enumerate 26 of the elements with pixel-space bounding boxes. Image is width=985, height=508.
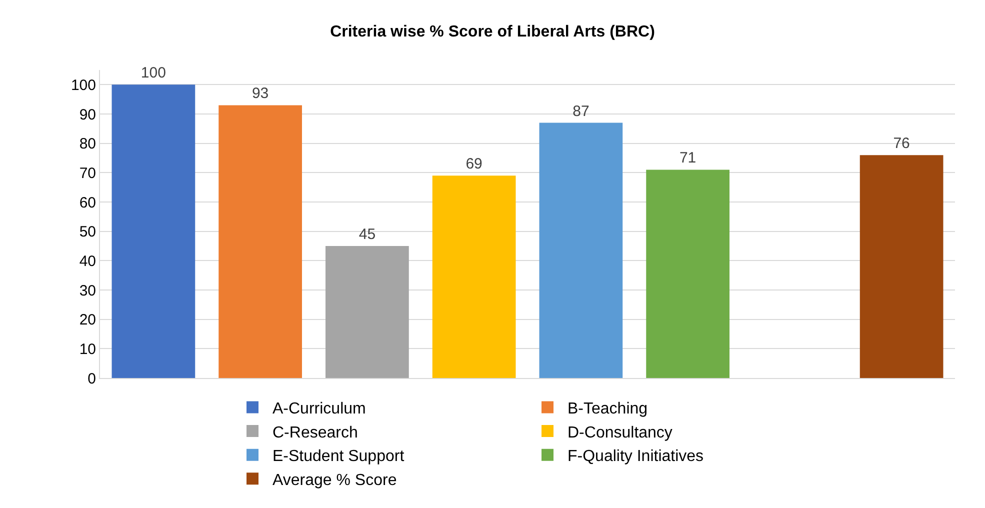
legend-label: F-Quality Initiatives	[568, 448, 704, 466]
data-label: 93	[252, 85, 269, 102]
legend-label: A-Curriculum	[272, 400, 366, 418]
y-tick-label: 100	[70, 76, 96, 94]
y-tick-label: 0	[88, 370, 96, 388]
legend-label: Average % Score	[272, 472, 397, 489]
data-label: 76	[893, 135, 910, 152]
y-tick-label: 90	[79, 106, 96, 124]
y-tick-label: 20	[79, 312, 96, 329]
y-tick-label: 80	[79, 136, 96, 153]
y-tick-label: 70	[79, 164, 96, 182]
legend-label: D-Consultancy	[568, 424, 672, 442]
data-label: 45	[358, 226, 376, 243]
data-label: 87	[572, 102, 590, 120]
y-tick-label: 10	[79, 340, 96, 358]
data-label: 69	[466, 156, 482, 173]
y-tick-label: 50	[79, 224, 96, 241]
y-tick-label: 40	[79, 252, 96, 270]
legend-label: B-Teaching	[568, 400, 648, 418]
data-label: 100	[140, 64, 166, 82]
data-label: 71	[679, 150, 696, 167]
y-tick-label: 30	[79, 282, 96, 300]
chart-title: Criteria wise % Score of Liberal Arts (BRC)	[330, 24, 655, 41]
legend-label: E-Student Support	[272, 448, 405, 466]
legend-label: C-Research	[272, 424, 358, 442]
y-tick-label: 60	[79, 194, 96, 212]
